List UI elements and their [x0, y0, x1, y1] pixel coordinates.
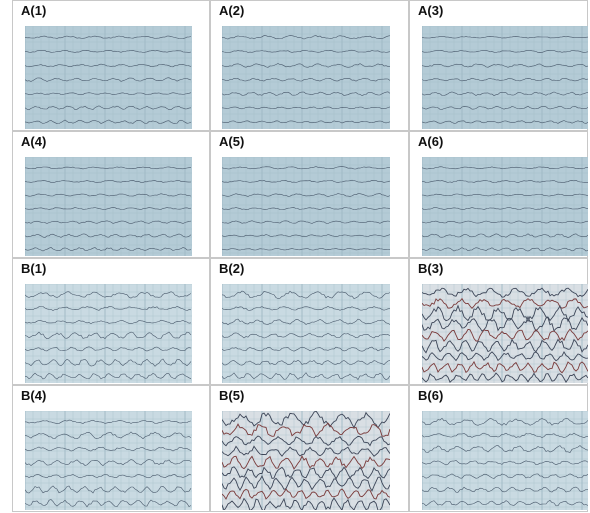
eeg-image [222, 284, 390, 383]
panel-label: A(2) [219, 3, 244, 18]
panel-label: A(1) [21, 3, 46, 18]
eeg-image [422, 284, 588, 383]
paper [25, 157, 192, 256]
eeg-image [25, 411, 192, 510]
paper [422, 26, 588, 129]
figure: A(1) A(2) A(3) A(4) A(5) A(6) B(1) B(2) B(3) B(4)… [0, 0, 590, 513]
panel-label: A(5) [219, 134, 244, 149]
paper [25, 411, 192, 510]
paper [222, 26, 390, 129]
panel-label: B(2) [219, 261, 244, 276]
panel-label: B(4) [21, 388, 46, 403]
eeg-image [422, 411, 588, 510]
panel-label: B(3) [418, 261, 443, 276]
panel-label: B(6) [418, 388, 443, 403]
eeg-image [422, 157, 588, 256]
panel-label: A(6) [418, 134, 443, 149]
eeg-image [422, 26, 588, 129]
paper [25, 26, 192, 129]
paper [422, 157, 588, 256]
eeg-image [25, 284, 192, 383]
eeg-image [25, 157, 192, 256]
panel-label: A(4) [21, 134, 46, 149]
paper [222, 284, 390, 383]
paper [422, 411, 588, 510]
panel-label: B(5) [219, 388, 244, 403]
eeg-image [222, 157, 390, 256]
eeg-image [222, 411, 390, 510]
panel-label: B(1) [21, 261, 46, 276]
panel-label: A(3) [418, 3, 443, 18]
eeg-image [222, 26, 390, 129]
paper [222, 157, 390, 256]
eeg-image [25, 26, 192, 129]
